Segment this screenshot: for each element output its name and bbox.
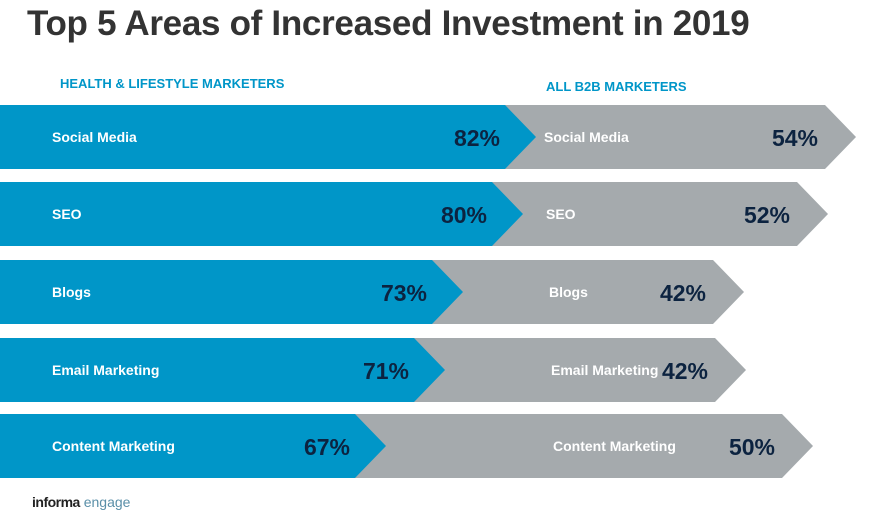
category-label-health: Social Media [52,129,137,145]
bar-health-seo [0,182,523,246]
value-label-b2b: 54% [772,125,818,151]
category-label-health: Blogs [52,284,91,300]
bar-health-content-marketing [0,414,386,478]
informa-engage-logo: informa engage [32,494,131,510]
category-label-health: SEO [52,206,82,222]
bar-b2b-email-marketing [354,338,746,402]
bar-b2b-content-marketing [295,414,813,478]
value-label-health: 80% [441,202,487,228]
value-label-health: 73% [381,280,427,306]
legend-all-b2b: ALL B2B MARKETERS [546,79,687,94]
value-label-health: 82% [454,125,500,151]
category-label-health: Email Marketing [52,362,159,378]
category-label-b2b: Social Media [544,129,629,145]
value-label-b2b: 52% [744,202,790,228]
bar-health-blogs [0,260,463,324]
value-label-b2b: 42% [660,280,706,306]
value-label-health: 71% [363,358,409,384]
bar-b2b-blogs [372,260,744,324]
bar-health-social-media [0,105,536,169]
category-label-b2b: SEO [546,206,576,222]
value-label-b2b: 42% [662,358,708,384]
bar-b2b-social-media [445,105,856,169]
category-label-b2b: Blogs [549,284,588,300]
chart-title: Top 5 Areas of Increased Investment in 2… [27,4,750,43]
legend-health-lifestyle: HEALTH & LIFESTYLE MARKETERS [60,76,285,91]
value-label-b2b: 50% [729,434,775,460]
bar-health-email-marketing [0,338,445,402]
value-label-health: 67% [304,434,350,460]
bar-b2b-seo [432,182,828,246]
category-label-b2b: Email Marketing [551,362,658,378]
category-label-health: Content Marketing [52,438,175,454]
category-label-b2b: Content Marketing [553,438,676,454]
